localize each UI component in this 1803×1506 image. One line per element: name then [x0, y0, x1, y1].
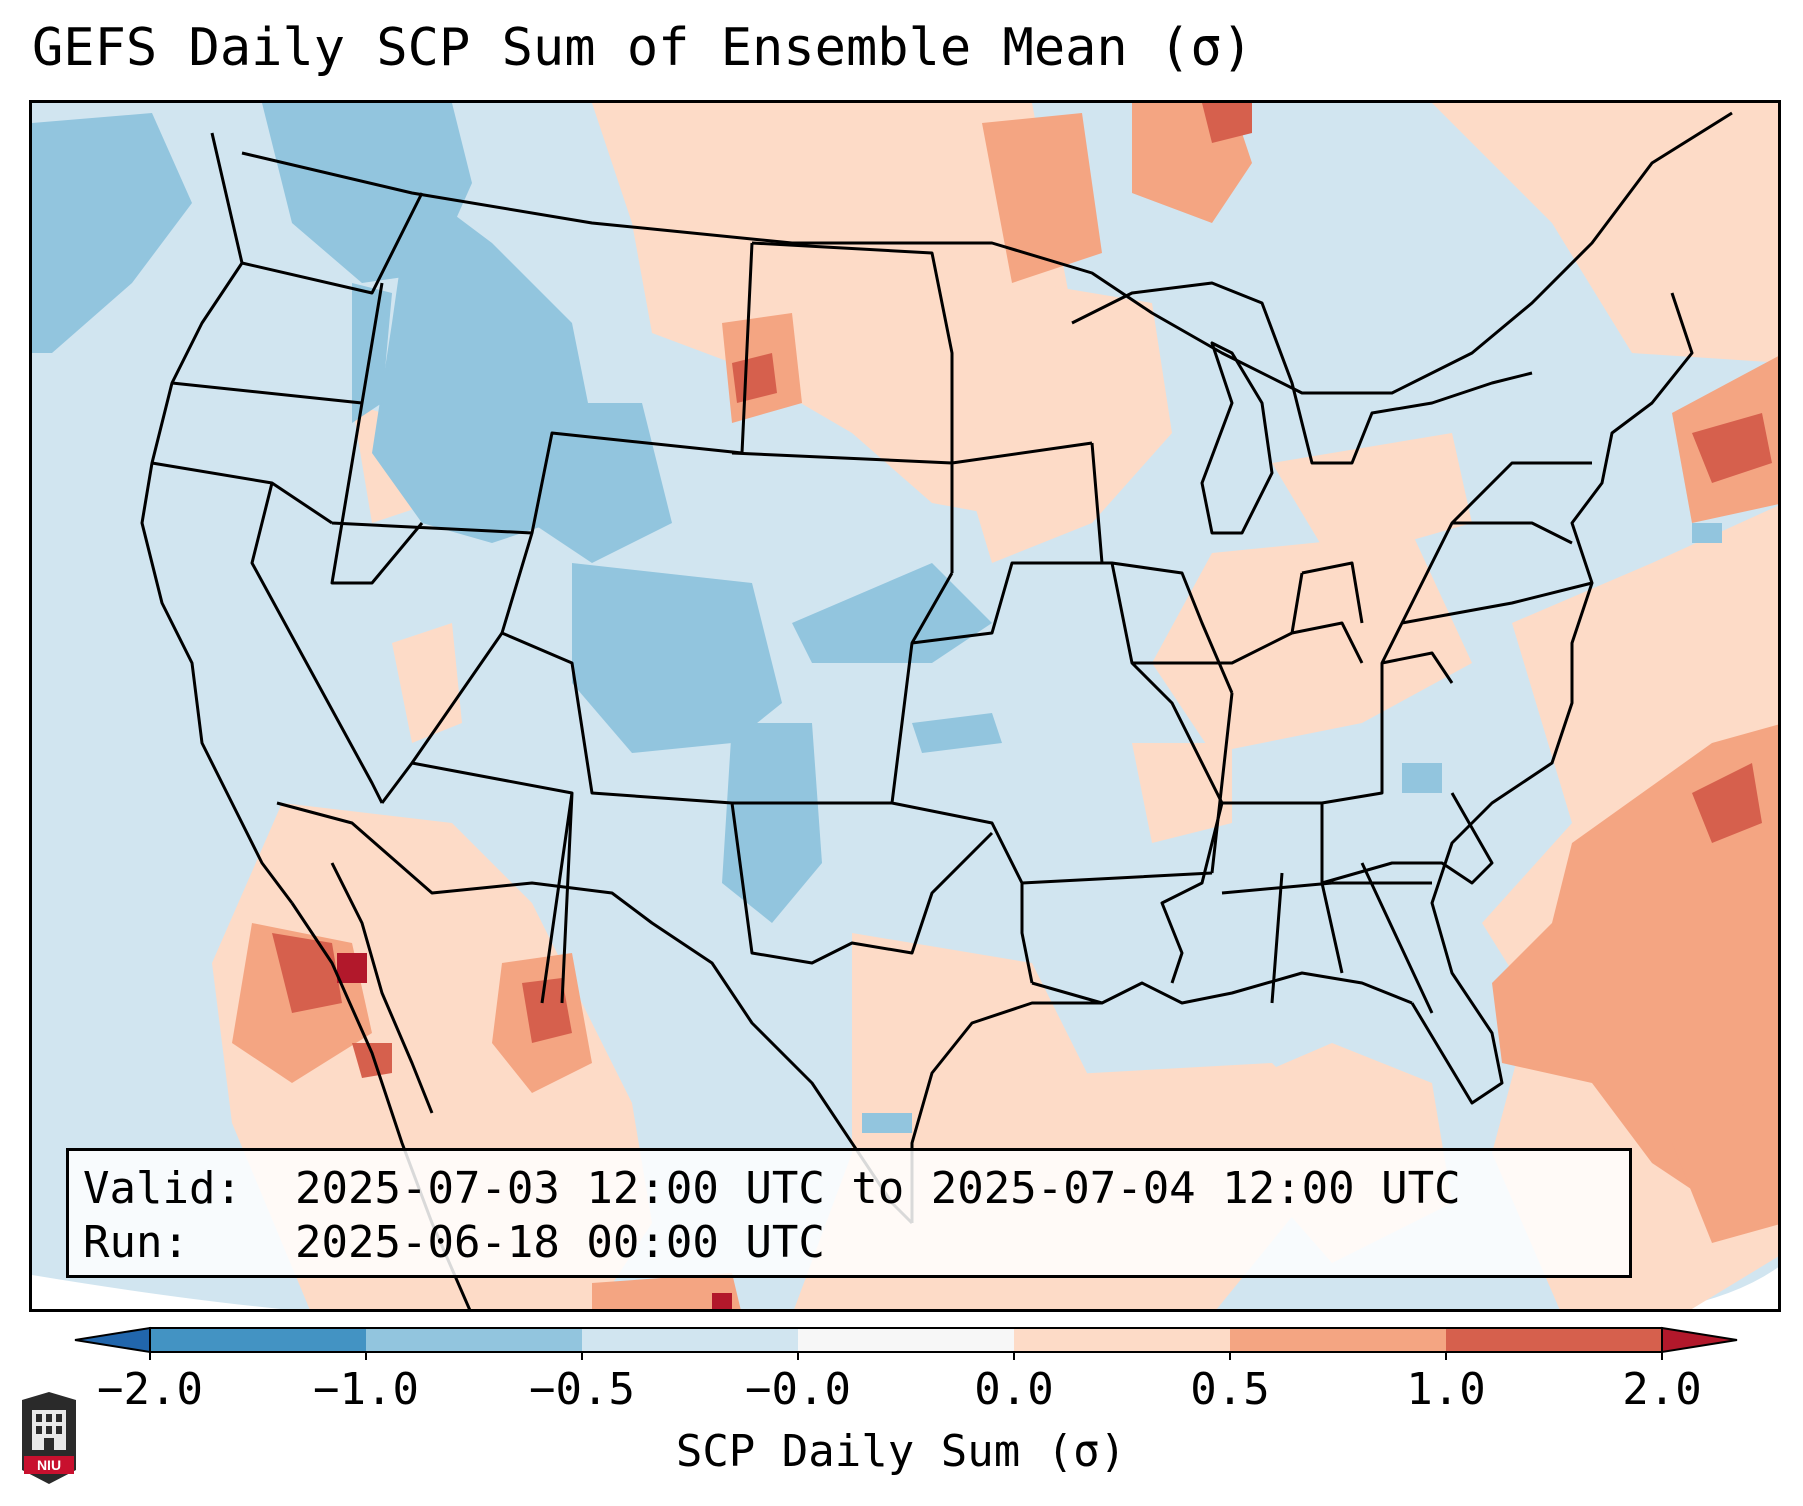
run-line: Run: 2025-06-18 00:00 UTC [83, 1221, 825, 1265]
run-value: 2025-06-18 00:00 UTC [295, 1217, 825, 1268]
scp-map [32, 103, 1778, 1309]
negative-anomaly-areas [32, 103, 1722, 1133]
domain-corner-outside [1670, 1267, 1778, 1309]
valid-line: Valid: 2025-07-03 12:00 UTC to 2025-07-04… [83, 1167, 1461, 1211]
gulf-coast [910, 971, 1413, 1223]
logo-text: NIU [37, 1457, 61, 1473]
colorbar-ticks [149, 1352, 1663, 1360]
colorbar-over-triangle [1661, 1326, 1738, 1354]
domain-corner-outside [32, 1275, 281, 1309]
info-box: Valid: 2025-07-03 12:00 UTC to 2025-07-04… [66, 1148, 1632, 1278]
colorbar-tick-label: −2.0 [97, 1364, 203, 1415]
colorbar-title: SCP Daily Sum (σ) [675, 1426, 1127, 1477]
colorbar-tick-label: −0.5 [529, 1364, 635, 1415]
map-panel [29, 100, 1781, 1312]
colorbar [74, 1326, 1738, 1360]
baja-california [330, 862, 434, 1114]
lake-michigan [1200, 341, 1274, 535]
chart-title: GEFS Daily SCP Sum of Ensemble Mean (σ) [32, 18, 1253, 78]
colorbar-tick-label: −0.0 [745, 1364, 851, 1415]
colorbar-tick-label: 1.0 [1406, 1364, 1486, 1415]
valid-label: Valid: [83, 1163, 242, 1214]
colorbar-tick-label: −1.0 [313, 1364, 419, 1415]
colorbar-bin [1230, 1328, 1446, 1352]
colorbar-under-triangle [74, 1326, 151, 1354]
valid-value: 2025-07-03 12:00 UTC to 2025-07-04 12:00… [295, 1163, 1461, 1214]
colorbar-bin [366, 1328, 582, 1352]
us-west-coast [140, 132, 294, 904]
us-east-coast [1410, 292, 1694, 1105]
us-canada-border [241, 111, 1733, 395]
colorbar-bin [1014, 1328, 1230, 1352]
extreme-positive-anomaly-areas [337, 953, 732, 1309]
us-mexico-border [276, 801, 914, 1225]
colorbar-bin [582, 1328, 798, 1352]
run-label: Run: [83, 1217, 189, 1268]
colorbar-tick-label: 0.5 [1190, 1364, 1270, 1415]
colorbar-bin [150, 1328, 366, 1352]
colorbar-outline [149, 1327, 1663, 1353]
colorbar-tick-label: 2.0 [1622, 1364, 1702, 1415]
colorbar-tick-label: 0.0 [974, 1364, 1054, 1415]
colorbar-bin [798, 1328, 1014, 1352]
great-lakes-shore [1071, 281, 1533, 465]
colorbar-bin [1446, 1328, 1662, 1352]
niu-shield-logo-icon: NIU [22, 1392, 76, 1484]
